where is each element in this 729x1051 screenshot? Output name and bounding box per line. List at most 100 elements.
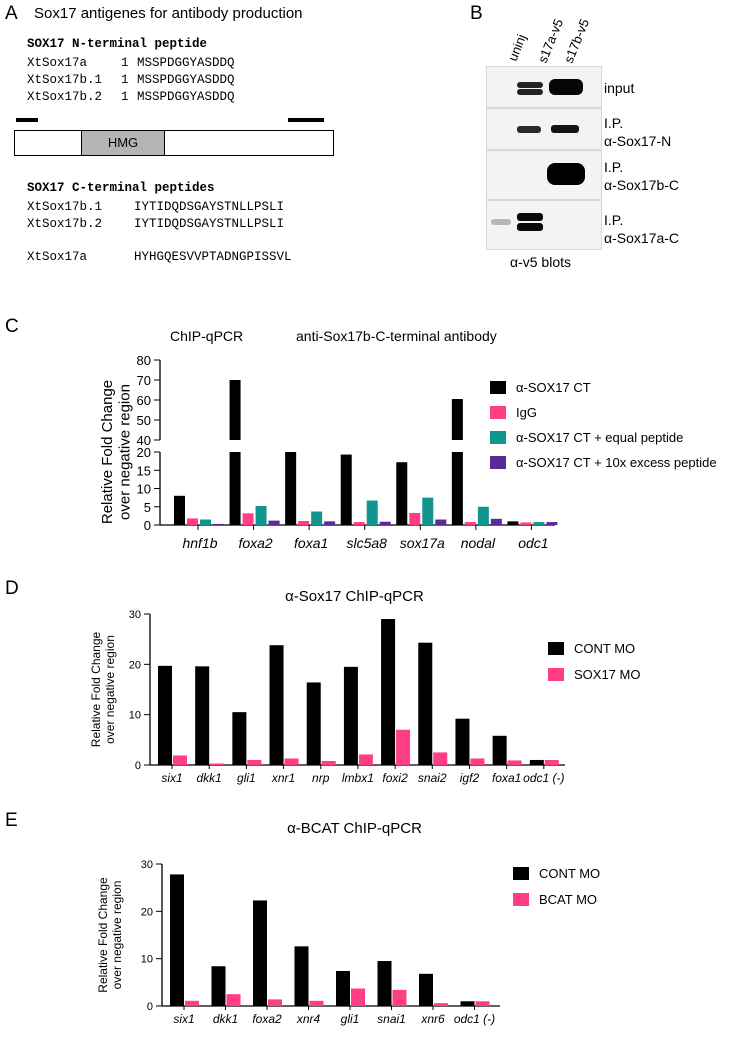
- legend-swatch: [490, 456, 506, 469]
- legend-swatch: [513, 867, 529, 880]
- legend-swatch: [513, 893, 529, 906]
- bar-foxa2: [229, 452, 241, 525]
- x-tick-label: odc1: [518, 535, 548, 551]
- bar-six1: [173, 755, 187, 765]
- c-terminal-header: SOX17 C-terminal peptides: [27, 181, 215, 195]
- y-tick-label: 15: [137, 463, 151, 478]
- bar-nodal-upper: [451, 399, 463, 440]
- panel-e-letter: E: [5, 810, 18, 831]
- y-tick-label: 0: [147, 1001, 153, 1013]
- bar-sox17a: [396, 462, 408, 525]
- n-peptide-list: XtSox17a 1 MSSPDGGYASDDQ XtSox17b.1 1 MSSPDG…: [27, 55, 235, 106]
- x-tick-label: foxa2: [238, 535, 272, 551]
- x-tick-label: igf2: [460, 771, 480, 785]
- panel-e-title: α-BCAT ChIP-qPCR: [287, 820, 422, 837]
- y-tick-label: 20: [137, 445, 151, 460]
- panel-c-title-right: anti-Sox17b-C-terminal antibody: [296, 328, 497, 344]
- lane-label-s17b: s17b-v5: [561, 17, 592, 66]
- blot-lane-labels: uninj s17a-v5 s17b-v5: [505, 17, 592, 66]
- blot-row-input: [486, 66, 602, 108]
- blot-band: [547, 163, 585, 185]
- x-tick-label: foxa1: [294, 535, 328, 551]
- x-tick-label: gli1: [237, 771, 256, 785]
- x-tick-label: nrp: [312, 771, 330, 785]
- n-peptide-row: XtSox17b.2 1 MSSPDGGYASDDQ: [27, 90, 235, 104]
- bar-odc1: [544, 759, 559, 765]
- bar-sox17a: [435, 519, 447, 525]
- x-tick-label: gli1: [341, 1012, 360, 1026]
- bar-dkk1: [195, 666, 210, 765]
- blot-row-sox17a-c: [486, 200, 602, 250]
- bar-hnf1b: [200, 519, 211, 525]
- legend-swatch: [548, 642, 564, 655]
- legend-swatch: [490, 431, 506, 444]
- x-tick-label: xnr1: [271, 771, 295, 785]
- y-axis-label: Relative Fold Changeover negative region: [89, 631, 117, 747]
- y-tick-label: 70: [137, 373, 151, 388]
- y-tick-label: 20: [129, 659, 141, 671]
- x-tick-label: six1: [173, 1012, 194, 1026]
- bar-odc1: [529, 759, 544, 765]
- bar-xnr6: [419, 973, 433, 1006]
- panel-b-letter: B: [470, 3, 483, 24]
- bar-odc1: [460, 1001, 475, 1006]
- bar-odc1: [475, 1001, 490, 1006]
- y-axis-label: Relative Fold Changeover negative region: [99, 380, 133, 524]
- blot-band: [517, 223, 543, 231]
- bar-nodal: [477, 506, 489, 525]
- bar-gli1: [232, 712, 247, 765]
- legend-swatch: [490, 381, 506, 394]
- y-axis-label: Relative Fold Changeover negative region: [96, 877, 124, 993]
- blot-band: [517, 126, 541, 133]
- lane-label-uninj: uninj: [505, 32, 529, 63]
- legend-entry: α-SOX17 CT + equal peptide: [516, 430, 683, 445]
- panel-d-title: α-Sox17 ChIP-qPCR: [285, 588, 424, 605]
- bar-foxa2: [255, 506, 267, 525]
- bar-snai2: [418, 642, 433, 765]
- bar-lmbx1: [343, 666, 358, 765]
- blot-label-sox17a-c: I.P. α-Sox17a-C: [604, 212, 680, 246]
- bar-gli1: [351, 988, 365, 1006]
- c-terminal-marker: [288, 118, 324, 122]
- blot-band: [517, 82, 543, 88]
- x-tick-label: lmbx1: [342, 771, 374, 785]
- legend-entry: CONT MO: [539, 866, 600, 881]
- bar-xnr4: [309, 1000, 324, 1006]
- y-tick-label: 0: [135, 760, 141, 772]
- bar-xnr6: [434, 1003, 448, 1006]
- c-peptide-row: XtSox17b.1 IYTIDQDSGAYSTNLLPSLI: [27, 200, 285, 214]
- bar-slc5a8: [366, 500, 378, 525]
- y-tick-label: 30: [129, 609, 141, 621]
- blot-band: [549, 79, 583, 95]
- bar-hnf1b: [213, 523, 224, 525]
- y-tick-label: 50: [137, 413, 151, 428]
- y-tick-label: 10: [137, 482, 151, 497]
- n-terminal-marker: [16, 118, 38, 122]
- bar-nrp: [321, 760, 336, 765]
- x-tick-label: snai2: [418, 771, 447, 785]
- c-peptide-row: XtSox17a HYHGQESVVPTADNGPISSVL: [27, 250, 292, 264]
- x-tick-label: hnf1b: [182, 535, 217, 551]
- bar-xnr1: [284, 758, 299, 765]
- bar-foxi2: [396, 729, 411, 765]
- c-peptide-row: XtSox17b.2 IYTIDQDSGAYSTNLLPSLI: [27, 217, 285, 231]
- bar-nodal: [490, 518, 502, 525]
- legend-swatch: [548, 668, 564, 681]
- panel-c-title-left: ChIP-qPCR: [170, 328, 244, 344]
- y-tick-label: 40: [137, 433, 151, 448]
- bar-foxa1: [311, 511, 323, 525]
- panel-c-letter: C: [5, 316, 19, 337]
- y-tick-label: 5: [144, 500, 151, 515]
- y-tick-label: 10: [141, 954, 153, 966]
- bar-snai2: [433, 752, 448, 765]
- y-tick-label: 20: [141, 906, 153, 918]
- bar-hnf1b: [174, 495, 185, 525]
- bar-odc1: [507, 521, 519, 525]
- legend-entry: α-SOX17 CT + 10x excess peptide: [516, 455, 717, 470]
- x-tick-label: nodal: [461, 535, 496, 551]
- blot-label-sox17-n: I.P. α-Sox17-N: [604, 115, 672, 149]
- n-peptide-row: XtSox17b.1 1 MSSPDGGYASDDQ: [27, 73, 235, 87]
- blot-band: [517, 89, 543, 95]
- bar-foxa2: [268, 520, 280, 525]
- bar-igf2: [455, 718, 470, 765]
